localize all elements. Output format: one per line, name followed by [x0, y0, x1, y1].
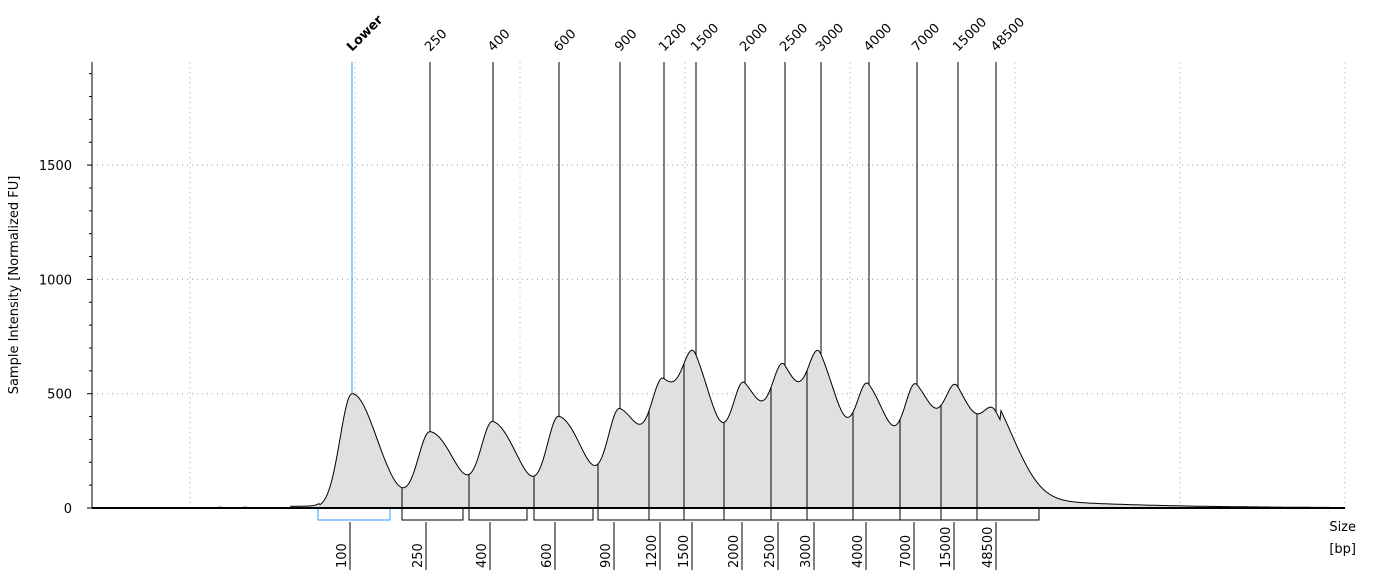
peak-region-bracket: [533, 508, 594, 521]
peak-region-bracket: [852, 508, 901, 521]
peak-region-bracket: [401, 508, 464, 521]
peak-label: 1200: [656, 21, 690, 55]
x-axis-label-unit: [bp]: [1329, 542, 1356, 557]
y-tick-label: 1500: [39, 159, 72, 174]
peak-label: 48500: [988, 15, 1028, 55]
peak-region-bracket: [648, 508, 685, 521]
x-tick-label: 250: [411, 543, 426, 568]
peak-label: 600: [551, 27, 579, 55]
peak-label: 15000: [950, 15, 990, 55]
y-tick-label: 0: [64, 502, 72, 517]
x-tick-label: 1500: [677, 535, 692, 568]
peak-marker-lines: [351, 62, 997, 432]
x-tick-label: 2500: [763, 535, 778, 568]
x-tick-label: 15000: [939, 527, 954, 568]
trace-fill-area: [92, 350, 1345, 508]
intensity-trace: [92, 349, 1345, 509]
peak-label: 7000: [909, 21, 943, 55]
peak-region-bracket: [597, 508, 650, 521]
y-tick-label: 1000: [39, 273, 72, 288]
peak-region-bracket: [976, 508, 1040, 521]
x-tick-label: 2000: [727, 535, 742, 568]
peak-region-bracket: [468, 508, 528, 521]
x-tick-label: 900: [599, 543, 614, 568]
x-tick-label: 1200: [645, 535, 660, 568]
x-tick-label: 600: [540, 543, 555, 568]
peak-region-bracket: [899, 508, 942, 521]
x-tick-label: 3000: [799, 535, 814, 568]
peak-region-brackets: [317, 363, 1040, 521]
peak-label: 400: [485, 27, 513, 55]
x-axis-label-size: Size: [1329, 520, 1356, 535]
x-tick-label: 400: [475, 543, 490, 568]
y-tick-label: 500: [47, 388, 72, 403]
peak-region-bracket: [770, 508, 808, 521]
x-tick-labels: 100 250 400 600 900 1200 1500 2000 2500 3000 4000 7…: [335, 522, 997, 570]
x-tick-label: 100: [335, 543, 350, 568]
x-tick-label: 7000: [899, 535, 914, 568]
peak-label: 900: [612, 27, 640, 55]
y-axis-label: Sample Intensity [Normalized FU]: [7, 176, 22, 395]
peak-label: 1500: [688, 21, 722, 55]
x-tick-label: 4000: [851, 535, 866, 568]
peak-region-bracket: [683, 508, 725, 521]
peak-label: 250: [422, 27, 450, 55]
x-tick-label: 48500: [981, 527, 996, 568]
peak-label: 3000: [813, 21, 847, 55]
peak-region-bracket: [317, 508, 391, 521]
peak-label: 2500: [777, 21, 811, 55]
peak-region-bracket: [940, 508, 978, 521]
peak-label: Lower: [344, 12, 386, 54]
peak-label: 2000: [737, 21, 771, 55]
axes: 0 500 1000 1500: [39, 62, 1345, 517]
peak-region-bracket: [806, 508, 854, 521]
peak-region-bracket: [723, 508, 772, 521]
peak-label: 4000: [861, 21, 895, 55]
